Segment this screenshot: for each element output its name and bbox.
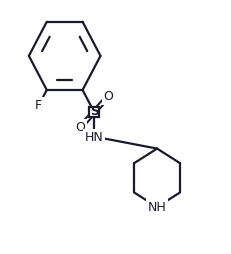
Text: HN: HN [85, 131, 103, 144]
FancyBboxPatch shape [89, 107, 99, 117]
Text: NH: NH [148, 200, 167, 214]
Text: O: O [75, 121, 85, 134]
Text: F: F [35, 99, 42, 112]
Text: S: S [90, 105, 99, 118]
Text: O: O [103, 90, 113, 103]
